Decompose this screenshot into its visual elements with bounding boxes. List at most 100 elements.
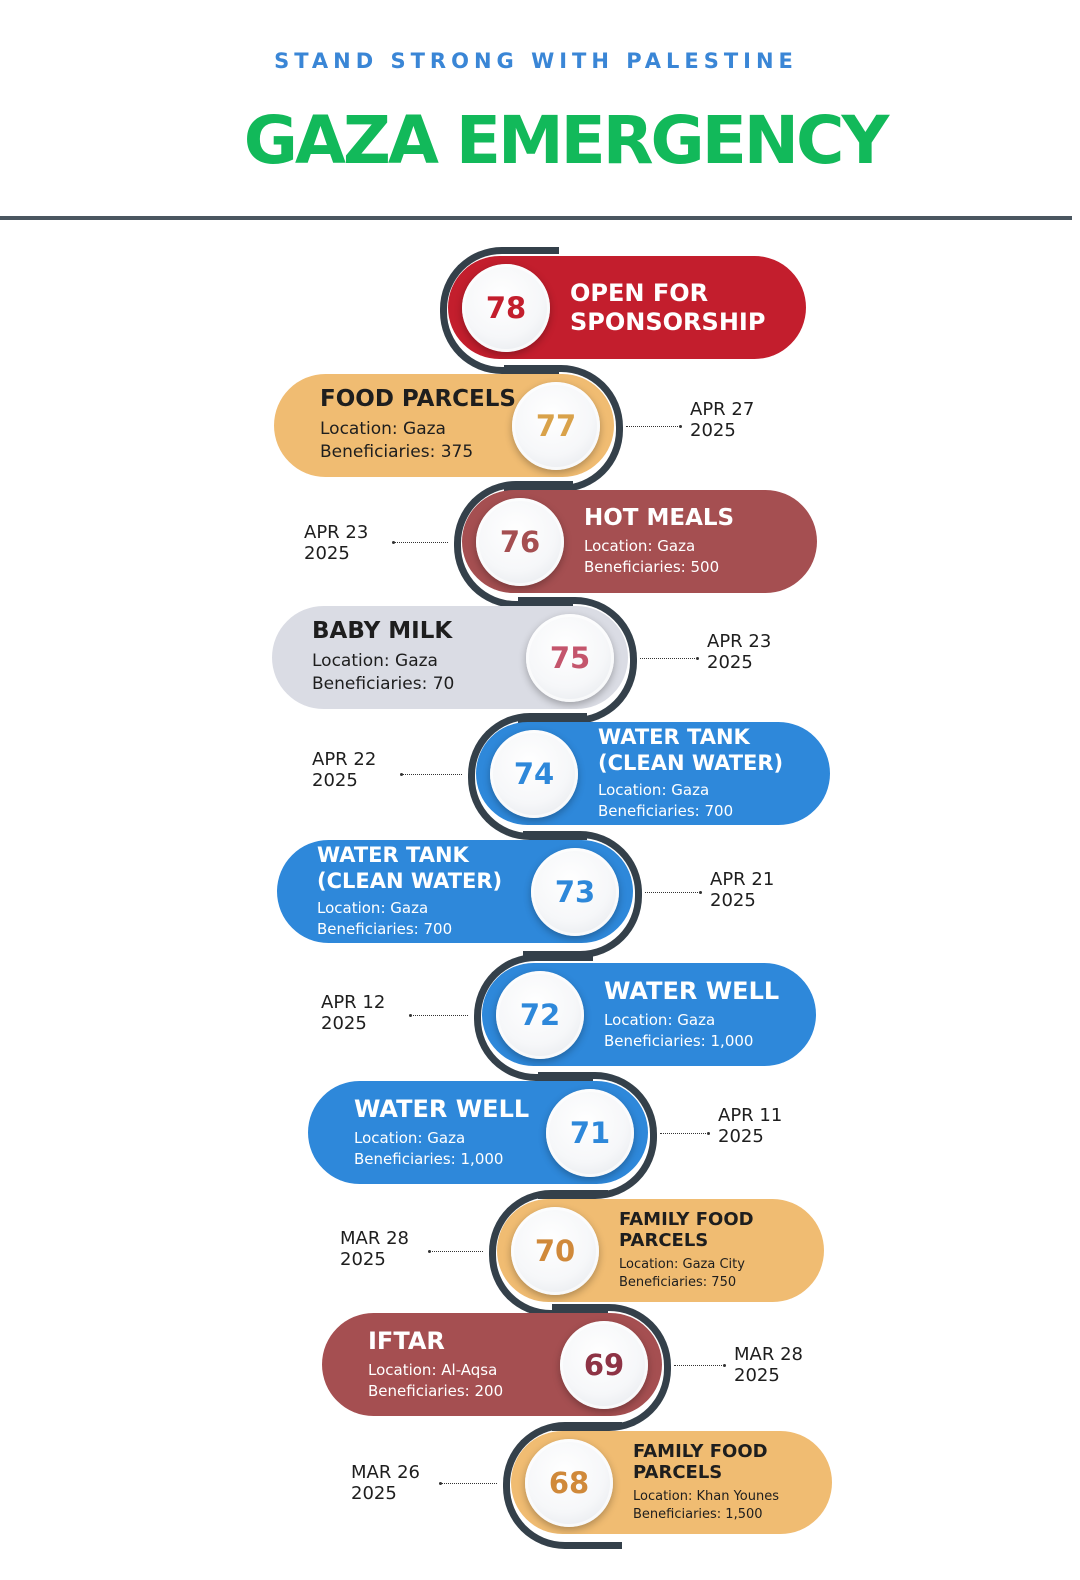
date-month-day: APR 21 [710, 869, 775, 890]
project-number-badge: 68 [525, 1439, 613, 1527]
date-year: 2025 [718, 1126, 764, 1147]
date-month-day: MAR 26 [351, 1462, 420, 1483]
date-leader-line [441, 1483, 497, 1484]
date-month-day: APR 23 [304, 522, 369, 543]
project-location: Location: Gaza City [619, 1256, 745, 1272]
project-title: WATER TANK [598, 725, 750, 750]
project-card: 71 WATER WELL Location: Gaza Beneficiaries:… [308, 1081, 648, 1184]
project-title: OPEN FOR [570, 278, 709, 307]
project-title: SPONSORSHIP [570, 307, 766, 336]
project-details: IFTAR Location: Al-Aqsa Beneficiaries: 200 [368, 1313, 503, 1416]
project-number-badge: 72 [496, 971, 584, 1059]
date-year: 2025 [707, 652, 753, 673]
project-number-badge: 76 [476, 498, 564, 586]
date-leader-dot [723, 1364, 726, 1367]
date-leader-line [645, 892, 700, 893]
date-leader-line [640, 658, 697, 659]
project-details: WATER TANK (CLEAN WATER) Location: Gaza Ben… [598, 722, 783, 825]
project-title: PARCELS [633, 1462, 723, 1484]
project-title: BABY MILK [312, 617, 453, 644]
project-beneficiaries: Beneficiaries: 1,000 [354, 1149, 504, 1168]
project-details: WATER TANK (CLEAN WATER) Location: Gaza Ben… [317, 840, 502, 943]
project-details: OPEN FOR SPONSORSHIP [570, 256, 765, 359]
project-title: HOT MEALS [584, 504, 735, 531]
project-number-badge: 74 [490, 730, 578, 818]
project-date: MAR 28 2025 [734, 1344, 803, 1386]
project-title: WATER WELL [604, 977, 780, 1006]
header-divider [0, 216, 1072, 220]
date-year: 2025 [734, 1365, 780, 1386]
project-date: APR 23 2025 [304, 522, 368, 564]
timeline-connector [454, 481, 573, 608]
project-title: WATER WELL [354, 1095, 530, 1124]
project-card: 73 WATER TANK (CLEAN WATER) Location: Gaza B… [277, 840, 633, 943]
project-number-badge: 71 [546, 1089, 634, 1177]
date-leader-line [394, 542, 448, 543]
project-number-badge: 77 [512, 382, 600, 470]
date-leader-line [411, 1015, 468, 1016]
project-date: APR 22 2025 [312, 749, 376, 791]
project-date: MAR 28 2025 [340, 1228, 409, 1270]
project-location: Location: Gaza [598, 780, 710, 799]
project-card: 76 HOT MEALS Location: Gaza Beneficiaries: … [462, 490, 817, 593]
project-number-badge: 70 [511, 1207, 599, 1295]
project-number-badge: 69 [560, 1321, 648, 1409]
date-year: 2025 [312, 770, 358, 791]
project-card: 72 WATER WELL Location: Gaza Beneficiaries:… [482, 963, 816, 1066]
timeline-connector [474, 954, 593, 1081]
header-subtitle: STAND STRONG WITH PALESTINE [274, 49, 798, 73]
project-card: 70 FAMILY FOOD PARCELS Location: Gaza City B… [497, 1199, 824, 1302]
project-card: 69 IFTAR Location: Al-Aqsa Beneficiaries: 2… [322, 1313, 662, 1416]
date-month-day: APR 23 [707, 631, 772, 652]
project-details: FAMILY FOOD PARCELS Location: Gaza City Ben… [619, 1199, 754, 1302]
project-beneficiaries: Beneficiaries: 700 [598, 801, 734, 820]
project-date: APR 12 2025 [321, 992, 385, 1034]
project-beneficiaries: Beneficiaries: 375 [320, 442, 474, 463]
project-location: Location: Gaza [584, 537, 696, 556]
project-date: APR 11 2025 [718, 1105, 782, 1147]
project-number-badge: 78 [462, 264, 550, 352]
date-month-day: APR 12 [321, 992, 386, 1013]
date-month-day: MAR 28 [340, 1228, 409, 1249]
date-leader-dot [699, 891, 702, 894]
project-card: 68 FAMILY FOOD PARCELS Location: Khan Youne… [511, 1431, 832, 1534]
project-location: Location: Gaza [312, 650, 438, 671]
date-month-day: APR 11 [718, 1105, 783, 1126]
project-date: APR 23 2025 [707, 631, 771, 673]
project-details: FAMILY FOOD PARCELS Location: Khan Younes B… [633, 1431, 779, 1534]
project-title: (CLEAN WATER) [317, 868, 503, 893]
date-month-day: MAR 28 [734, 1344, 803, 1365]
project-title: WATER TANK [317, 843, 469, 868]
project-card: 77 FOOD PARCELS Location: Gaza Beneficiarie… [274, 374, 614, 477]
project-title: IFTAR [368, 1327, 445, 1356]
project-title: (CLEAN WATER) [598, 750, 784, 775]
project-location: Location: Khan Younes [633, 1488, 780, 1504]
project-title: FOOD PARCELS [320, 385, 516, 412]
date-year: 2025 [340, 1249, 386, 1270]
date-leader-line [430, 1251, 483, 1252]
date-leader-line [660, 1133, 708, 1134]
date-leader-dot [392, 541, 395, 544]
timeline-connector [440, 247, 559, 374]
project-title: FAMILY FOOD [633, 1440, 768, 1462]
date-leader-dot [696, 657, 699, 660]
project-location: Location: Gaza [317, 898, 429, 917]
project-beneficiaries: Beneficiaries: 70 [312, 674, 455, 695]
project-details: BABY MILK Location: Gaza Beneficiaries: 70 [312, 606, 454, 709]
date-year: 2025 [304, 543, 350, 564]
page-title: GAZA EMERGENCY [243, 102, 890, 179]
project-number-badge: 73 [531, 848, 619, 936]
timeline-connector [503, 1422, 622, 1549]
project-details: FOOD PARCELS Location: Gaza Beneficiaries:… [320, 374, 516, 477]
project-card: 74 WATER TANK (CLEAN WATER) Location: Gaza B… [476, 722, 830, 825]
date-leader-dot [409, 1014, 412, 1017]
project-beneficiaries: Beneficiaries: 1,000 [604, 1031, 754, 1050]
project-card: 75 BABY MILK Location: Gaza Beneficiaries: … [272, 606, 628, 709]
project-details: HOT MEALS Location: Gaza Beneficiaries: 50… [584, 490, 734, 593]
date-year: 2025 [690, 420, 736, 441]
project-details: WATER WELL Location: Gaza Beneficiaries: 1… [354, 1081, 529, 1184]
project-date: APR 27 2025 [690, 399, 754, 441]
project-location: Location: Gaza [604, 1010, 716, 1029]
project-title: PARCELS [619, 1230, 709, 1252]
project-beneficiaries: Beneficiaries: 750 [619, 1275, 737, 1291]
